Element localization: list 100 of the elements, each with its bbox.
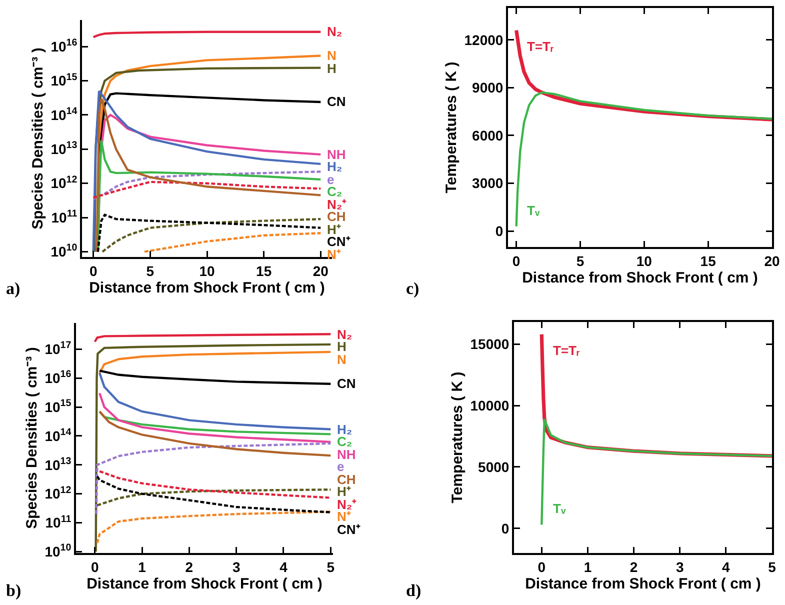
line-series <box>96 475 332 514</box>
y-tick-label: 10$^{13}$ <box>44 456 72 473</box>
series-label: H <box>327 61 336 76</box>
series-label: T=Tᵣ <box>527 39 554 54</box>
y-tick-label: 10$^{15}$ <box>50 72 78 89</box>
y-tick-label: 0 <box>495 222 504 239</box>
series-label: H <box>337 339 346 354</box>
x-tick-label: 20 <box>312 262 329 279</box>
x-tick-label: 0 <box>90 558 99 575</box>
x-tick-label: 10 <box>199 262 215 279</box>
x-tick-label: 5 <box>146 262 154 279</box>
x-tick-label: 0 <box>89 262 98 279</box>
y-tick-label: 10000 <box>470 397 510 414</box>
text: a) <box>6 279 20 298</box>
y-tick-label: 10$^{16}$ <box>44 369 72 386</box>
x-tick-label: 4 <box>280 558 288 575</box>
series-label: Tᵥ <box>553 501 566 516</box>
y-tick-label: 10$^{12}$ <box>50 174 78 192</box>
line-series <box>96 510 332 544</box>
line-series <box>98 370 332 385</box>
y-tick-label: 5000 <box>478 458 510 475</box>
series-label: N₂ <box>337 327 352 342</box>
y-tick-label: 10$^{15}$ <box>44 398 72 415</box>
line-series <box>98 410 332 457</box>
series-label: C₂ <box>327 184 342 199</box>
x-tick-label: 3 <box>676 558 684 575</box>
series-label: H₂ <box>327 159 342 174</box>
line-series <box>143 232 322 253</box>
series-label: N₂ <box>327 24 342 39</box>
series-label: CN⁺ <box>337 522 361 537</box>
y-tick-label: 10$^{17}$ <box>44 340 72 358</box>
x-tick-label: 4 <box>722 558 730 575</box>
series-label: H₂ <box>337 422 352 437</box>
series-label: T=Tᵣ <box>553 343 580 358</box>
y-tick-label: 12000 <box>464 32 504 48</box>
x-tick-label: 0 <box>538 558 546 575</box>
line-series <box>94 333 332 343</box>
y-tick-label: 10$^{16}$ <box>50 38 78 54</box>
y-tick-label: 15000 <box>470 336 510 352</box>
series-label: NH <box>327 147 346 162</box>
y-tick-label: 10$^{14}$ <box>44 426 72 444</box>
line-series <box>98 392 332 444</box>
y-tick-label: 6000 <box>472 127 504 144</box>
series-label: e <box>337 459 344 474</box>
line-series <box>98 410 332 436</box>
series-label: N⁺ <box>337 509 352 524</box>
y-tick-label: 10$^{10}$ <box>44 542 72 560</box>
text: d) <box>406 581 422 600</box>
series-label: H⁺ <box>337 484 352 499</box>
y-axis-title: Species Densities ( cm⁻³ ) <box>29 48 46 230</box>
line-series <box>92 180 322 199</box>
line-series <box>540 418 772 526</box>
text: b) <box>6 581 22 600</box>
series-label: CH <box>337 472 356 487</box>
series-label: Tᵥ <box>527 203 540 218</box>
x-tick-label: 10 <box>636 252 652 269</box>
line-series <box>94 343 332 553</box>
line-series <box>98 350 332 374</box>
x-tick-label: 3 <box>232 558 240 575</box>
x-tick-label: 0 <box>512 252 520 269</box>
x-tick-label: 5 <box>326 558 335 575</box>
x-axis-title: Distance from Shock Front ( cm ) <box>86 575 322 592</box>
series-label: N₂⁺ <box>327 197 348 212</box>
x-tick-label: 15 <box>256 262 272 279</box>
x-tick-label: 20 <box>764 252 780 269</box>
x-tick-label: 5 <box>576 252 584 269</box>
series-label: CN <box>327 94 346 109</box>
series-label: H⁺ <box>327 222 342 237</box>
series-label: CN⁺ <box>327 234 351 249</box>
y-tick-label: 0 <box>501 520 510 536</box>
line-series <box>98 372 332 430</box>
x-tick-label: 2 <box>185 558 194 575</box>
x-tick-label: 1 <box>138 558 146 575</box>
y-tick-label: 10$^{10}$ <box>50 242 78 260</box>
x-axis-title: Distance from Shock Front ( cm ) <box>89 279 325 296</box>
y-axis-title: Temperatures ( K ) <box>449 372 466 504</box>
x-tick-label: 2 <box>630 558 638 575</box>
series-label: e <box>327 172 334 187</box>
x-axis-title: Distance from Shock Front ( cm ) <box>522 269 758 286</box>
x-axis-title: Distance from Shock Front ( cm ) <box>525 575 761 592</box>
line-series <box>515 91 772 228</box>
series-label: N⁺ <box>327 247 342 262</box>
series-label: NH <box>337 447 356 462</box>
series-label: N <box>337 352 346 367</box>
line-series <box>92 170 322 200</box>
text: c) <box>406 279 420 298</box>
y-tick-label: 10$^{13}$ <box>50 140 78 158</box>
x-tick-label: 15 <box>700 252 716 269</box>
series-label: N <box>327 48 336 63</box>
series-label: C₂ <box>337 434 352 449</box>
line-series <box>95 442 332 516</box>
y-axis-title: Temperatures ( K ) <box>443 62 460 194</box>
y-tick-label: 10$^{11}$ <box>51 208 78 226</box>
y-tick-label: 9000 <box>472 80 504 96</box>
x-tick-label: 5 <box>768 558 776 575</box>
series-label: CN <box>337 376 356 391</box>
series-label: CH <box>327 209 346 224</box>
y-tick-label: 10$^{12}$ <box>44 484 72 502</box>
y-tick-label: 10$^{11}$ <box>45 514 72 531</box>
series-label: N₂⁺ <box>337 497 358 512</box>
